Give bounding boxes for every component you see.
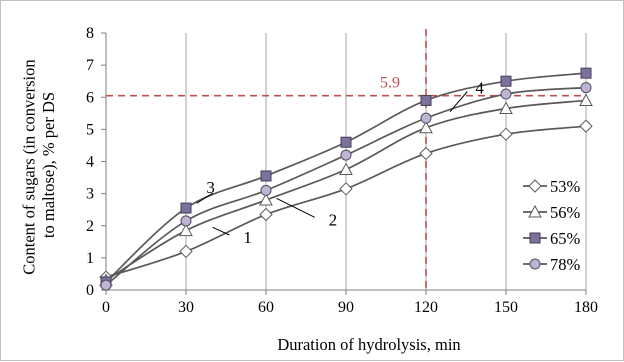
legend-marker: [528, 204, 542, 218]
data-point: [259, 207, 273, 222]
data-point: [500, 75, 512, 87]
data-point: [579, 119, 593, 133]
data-point: [259, 193, 273, 206]
x-tick-label: 180: [574, 299, 598, 316]
legend-label: 65%: [550, 229, 581, 248]
data-point: [180, 202, 192, 214]
y-axis-title: Content of sugars (in conversion to malt…: [19, 55, 58, 275]
data-point: [420, 94, 432, 106]
y-tick-label: 4: [86, 154, 94, 171]
x-tick-label: 120: [414, 299, 438, 316]
callout-label: 1: [243, 228, 252, 247]
data-point: [180, 215, 192, 227]
x-tick-label: 0: [102, 299, 110, 316]
legend-marker: [529, 232, 541, 244]
data-point: [339, 182, 353, 196]
x-tick-label: 150: [494, 299, 518, 316]
callout-label: 2: [329, 210, 338, 229]
callouts: 1 2 3 4: [196, 79, 484, 247]
data-point: [419, 120, 433, 134]
x-tick-label: 30: [178, 299, 194, 316]
data-point: [100, 279, 112, 291]
data-point: [499, 127, 513, 141]
callout-label: 4: [475, 79, 484, 98]
y-tick-label: 2: [86, 218, 94, 235]
y-tick-label: 6: [86, 89, 94, 106]
legend-marker: [528, 179, 542, 193]
y-axis-title-line-2: to maltose), % per DS: [39, 92, 58, 238]
legend-label: 78%: [550, 255, 581, 274]
axis-layer: 0 1 2 3 4 5 6 7 8 0 30 60 90 120 150 180: [86, 25, 598, 316]
reference-value-label: 5.9: [380, 75, 400, 92]
y-tick-label: 1: [86, 250, 94, 267]
callout-leader: [276, 197, 315, 218]
x-tick-label: 60: [258, 299, 274, 316]
data-point: [580, 67, 592, 79]
data-point: [580, 82, 592, 94]
series-layer: [99, 67, 593, 291]
data-point: [340, 136, 352, 148]
legend-label: 53%: [550, 177, 581, 196]
data-point: [179, 223, 193, 237]
legend-marker: [529, 258, 541, 270]
data-point: [260, 184, 272, 196]
callout-label: 3: [206, 178, 215, 197]
data-point: [500, 88, 512, 100]
y-tick-label: 7: [86, 57, 94, 74]
legend-label: 56%: [550, 203, 581, 222]
data-point: [419, 146, 433, 161]
data-point: [340, 149, 352, 161]
y-tick-label: 8: [86, 25, 94, 42]
y-tick-label: 5: [86, 121, 94, 138]
x-axis-title: Duration of hydrolysis, min: [277, 335, 460, 354]
y-tick-label: 3: [86, 186, 94, 203]
data-point: [420, 112, 432, 124]
legend: 53% 56% 65% 78%: [523, 177, 581, 274]
callout-leader: [196, 192, 213, 204]
data-point: [579, 93, 593, 106]
x-tick-label: 90: [338, 299, 354, 316]
callout-leader: [212, 226, 230, 236]
callout-leader: [449, 91, 468, 113]
data-point: [260, 170, 272, 182]
data-point: [179, 244, 193, 259]
data-point: [499, 101, 513, 114]
y-tick-label: 0: [86, 282, 94, 299]
data-point: [339, 162, 353, 176]
grid-layer: [185, 33, 587, 290]
y-axis-title-line-1: Content of sugars (in conversion: [19, 59, 38, 274]
